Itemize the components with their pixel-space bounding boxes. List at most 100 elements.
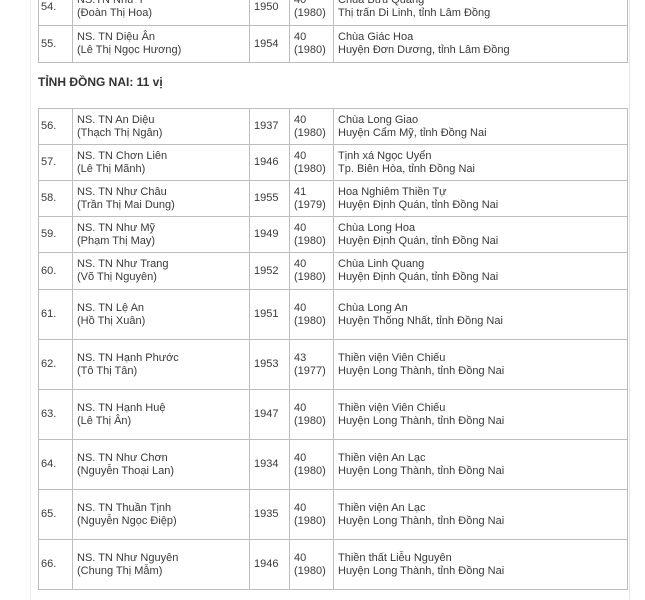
temple-cell: Thiền viện An Lạc Huyện Long Thành, tỉnh … bbox=[333, 439, 628, 490]
birth-year: 1951 bbox=[249, 289, 290, 340]
age-year: (1977) bbox=[294, 364, 326, 377]
location: Huyện Định Quán, tỉnh Đồng Nai bbox=[338, 198, 499, 211]
temple: Chùa Long Giao bbox=[338, 113, 419, 126]
row-number: 65. bbox=[38, 489, 73, 540]
dharma-name: NS. TN Như Chơn bbox=[77, 451, 168, 464]
age-year: (1980) bbox=[294, 126, 326, 139]
age-year: (1980) bbox=[294, 162, 326, 175]
location: Huyện Định Quán, tỉnh Đồng Nai bbox=[338, 271, 499, 283]
row-number: 56. bbox=[38, 108, 73, 145]
location: Huyện Thống Nhất, tỉnh Đồng Nai bbox=[338, 314, 503, 327]
table-row: 63. NS. TN Hạnh Huệ (Lê Thị Ân) 1947 40 (1980… bbox=[38, 389, 628, 440]
birth-year: 1935 bbox=[249, 489, 290, 540]
row-number: 61. bbox=[38, 289, 73, 340]
temple-cell: Tịnh xá Ngọc Uyển Tp. Biên Hòa, tỉnh Đồng… bbox=[333, 144, 628, 181]
dharma-name: NS. TN Như Mỹ bbox=[77, 221, 156, 234]
birth-name: (Phạm Thị May) bbox=[77, 234, 156, 247]
temple: Thiền viện Viên Chiếu bbox=[338, 351, 446, 364]
age-cell: 40 (1980) bbox=[289, 539, 334, 590]
birth-year: 1950 bbox=[249, 0, 290, 26]
row-number: 57. bbox=[38, 144, 73, 181]
table-row: 57. NS. TN Chơn Liên (Lê Thị Mãnh) 1946 40 (1… bbox=[38, 144, 628, 181]
table-row: 65. NS. TN Thuần Tịnh (Nguyễn Ngọc Điệp) 19… bbox=[38, 489, 628, 540]
nun-name-cell: NS. TN Như Mỹ (Phạm Thị May) bbox=[72, 216, 250, 253]
table-row: 62. NS. TN Hạnh Phước (Tô Thị Tân) 1953 43 (1… bbox=[38, 339, 628, 390]
age-year: (1980) bbox=[294, 271, 326, 283]
temple-cell: Chùa Giác Hoa Huyện Đơn Dương, tỉnh Lâm Đ… bbox=[333, 25, 628, 63]
dharma-name: NS. TN Thuần Tịnh bbox=[77, 501, 172, 514]
birth-name: (Đoàn Thị Hoa) bbox=[77, 7, 152, 19]
birth-name: (Nguyễn Thoại Lan) bbox=[77, 464, 175, 477]
table-row: 61. NS. TN Lệ An (Hồ Thị Xuân) 1951 40 (1980)… bbox=[38, 289, 628, 340]
age: 40 bbox=[294, 221, 307, 234]
birth-year: 1953 bbox=[249, 339, 290, 390]
location: Huyện Long Thành, tỉnh Đồng Nai bbox=[338, 464, 505, 477]
birth-year: 1947 bbox=[249, 389, 290, 440]
age: 40 bbox=[294, 301, 307, 314]
table-row: 59. NS. TN Như Mỹ (Phạm Thị May) 1949 40 (198… bbox=[38, 216, 628, 253]
temple: Thiền thất Liễu Nguyên bbox=[338, 551, 452, 564]
age-cell: 40 (1980) bbox=[289, 216, 334, 253]
nun-name-cell: NS. TN Như Châu (Trần Thị Mai Dung) bbox=[72, 180, 250, 217]
row-number: 58. bbox=[38, 180, 73, 217]
birth-year: 1952 bbox=[249, 252, 290, 290]
temple-cell: Chùa Long Hoa Huyện Định Quán, tỉnh Đồng … bbox=[333, 216, 628, 253]
age: 40 bbox=[294, 551, 307, 564]
table-row: 58. NS. TN Như Châu (Trần Thị Mai Dung) 195… bbox=[38, 180, 628, 217]
age-year: (1980) bbox=[294, 234, 326, 247]
birth-year: 1934 bbox=[249, 439, 290, 490]
nun-name-cell: NS. TN Hạnh Huệ (Lê Thị Ân) bbox=[72, 389, 250, 440]
birth-name: (Lê Thị Ân) bbox=[77, 414, 132, 427]
age-year: (1980) bbox=[294, 514, 326, 527]
row-number: 62. bbox=[38, 339, 73, 390]
birth-name: (Nguyễn Ngọc Điệp) bbox=[77, 514, 177, 527]
dharma-name: NS. TN Hạnh Phước bbox=[77, 351, 179, 364]
birth-name: (Lê Thị Ngọc Hương) bbox=[77, 44, 182, 56]
temple: Chùa Giác Hoa bbox=[338, 31, 414, 43]
location: Huyện Long Thành, tỉnh Đồng Nai bbox=[338, 564, 505, 577]
age: 40 bbox=[294, 401, 307, 414]
temple: Thiền viện An Lạc bbox=[338, 451, 426, 464]
temple-cell: Chùa Linh Quang Huyện Định Quán, tỉnh Đồn… bbox=[333, 252, 628, 290]
temple-cell: Thiền viện Viên Chiếu Huyện Long Thành, t… bbox=[333, 389, 628, 440]
age: 40 bbox=[294, 31, 307, 43]
temple: Chùa Bửu Quang bbox=[338, 0, 425, 6]
location: Huyện Long Thành, tỉnh Đồng Nai bbox=[338, 514, 505, 527]
age: 40 bbox=[294, 258, 307, 270]
age-cell: 40 (1980) bbox=[289, 389, 334, 440]
dharma-name: NS. TN Diệu Ân bbox=[77, 31, 156, 43]
row-number: 66. bbox=[38, 539, 73, 590]
age: 40 bbox=[294, 113, 307, 126]
age-cell: 40 (1980) bbox=[289, 489, 334, 540]
location: Huyện Long Thành, tỉnh Đồng Nai bbox=[338, 414, 505, 427]
article-panel bbox=[30, 0, 630, 600]
dharma-name: NS.TN Như Ý bbox=[77, 0, 145, 6]
nun-name-cell: NS. TN Thuần Tịnh (Nguyễn Ngọc Điệp) bbox=[72, 489, 250, 540]
nun-name-cell: NS. TN Hạnh Phước (Tô Thị Tân) bbox=[72, 339, 250, 390]
location: Huyện Đơn Dương, tỉnh Lâm Đồng bbox=[338, 44, 510, 56]
birth-year: 1937 bbox=[249, 108, 290, 145]
dharma-name: NS. TN Như Trang bbox=[77, 258, 169, 270]
temple: Thiền viện An Lạc bbox=[338, 501, 426, 514]
table-dong-nai: 56. NS. TN An Diệu (Thạch Thị Ngân) 1937 40(… bbox=[38, 108, 628, 590]
age: 40 bbox=[294, 149, 307, 162]
table-row: 60. NS. TN Như Trang (Võ Thị Nguyên) 1952 40… bbox=[38, 252, 628, 290]
dharma-name: NS. TN Như Nguyên bbox=[77, 551, 179, 564]
nun-name-cell: NS. TN Lệ An (Hồ Thị Xuân) bbox=[72, 289, 250, 340]
dharma-name: NS. TN Chơn Liên bbox=[77, 149, 168, 162]
temple-cell: Chùa Bửu Quang Thị trấn Di Linh, tỉnh Lâm… bbox=[333, 0, 628, 26]
location: Huyện Cẩm Mỹ, tỉnh Đồng Nai bbox=[338, 126, 487, 139]
nun-name-cell: NS. TN Diệu Ân (Lê Thị Ngọc Hương) bbox=[72, 25, 250, 63]
age-cell: 40 (1980) bbox=[289, 439, 334, 490]
dharma-name: NS. TN Lệ An bbox=[77, 301, 145, 314]
age-year: (1980) bbox=[294, 44, 326, 56]
age-cell: 40 (1980) bbox=[289, 25, 334, 63]
nun-name-cell: NS. TN Như Chơn (Nguyễn Thoại Lan) bbox=[72, 439, 250, 490]
birth-name: (Tô Thị Tân) bbox=[77, 364, 138, 377]
age-cell: 43 (1977) bbox=[289, 339, 334, 390]
row-number: 54. bbox=[38, 0, 73, 26]
age: 41 bbox=[294, 185, 307, 198]
birth-name: (Chung Thị Mẫm) bbox=[77, 564, 163, 577]
age-cell: 41 (1979) bbox=[289, 180, 334, 217]
temple: Tịnh xá Ngọc Uyển bbox=[338, 149, 432, 162]
